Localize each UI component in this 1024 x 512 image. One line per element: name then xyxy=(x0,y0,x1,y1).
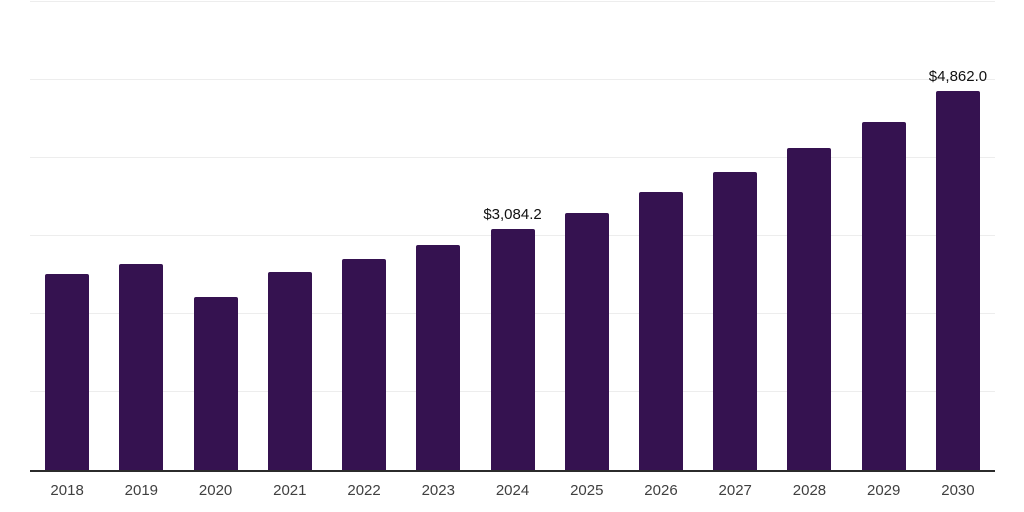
x-tick-2018: 2018 xyxy=(50,482,84,499)
gridline-4000 xyxy=(30,157,995,159)
bar-2024 xyxy=(490,229,535,470)
bar-slot-2025 xyxy=(550,2,624,470)
bar-slot-2024: $3,084.2 xyxy=(475,2,549,470)
bar-2027 xyxy=(713,171,758,470)
plot-area: $3,084.2 $4,862.0 xyxy=(30,1,995,472)
bar-slot-2022 xyxy=(327,2,401,470)
bar-2019 xyxy=(119,263,164,470)
gridline-5000 xyxy=(30,79,995,80)
bar-slot-2023 xyxy=(401,2,475,470)
bar-2018 xyxy=(45,274,90,470)
bar-slot-2030: $4,862.0 xyxy=(921,2,995,470)
x-tick-2020: 2020 xyxy=(198,482,233,499)
bar-2028 xyxy=(787,147,832,470)
bar-2022 xyxy=(342,258,387,470)
value-label-2030: $4,862.0 xyxy=(928,67,988,85)
bar-series: $3,084.2 $4,862.0 xyxy=(30,2,995,470)
bar-2026 xyxy=(638,192,683,470)
x-tick-2030: 2030 xyxy=(941,482,975,499)
bar-slot-2028 xyxy=(772,2,846,470)
bar-2020 xyxy=(193,296,238,470)
x-tick-2019: 2019 xyxy=(124,482,159,499)
bar-slot-2020 xyxy=(178,2,252,470)
bar-slot-2021 xyxy=(253,2,327,470)
bar-2023 xyxy=(416,245,461,470)
x-tick-2021: 2021 xyxy=(273,482,307,499)
x-tick-2027: 2027 xyxy=(718,482,752,499)
x-tick-2028: 2028 xyxy=(792,482,827,499)
bar-slot-2026 xyxy=(624,2,698,470)
bar-2029 xyxy=(861,121,906,470)
bar-2021 xyxy=(267,271,312,470)
x-tick-2029: 2029 xyxy=(867,482,901,499)
bar-slot-2029 xyxy=(847,2,921,470)
value-label-2024: $3,084.2 xyxy=(483,206,542,224)
bar-2030 xyxy=(935,90,980,470)
bar-slot-2019 xyxy=(104,2,178,470)
x-tick-2025: 2025 xyxy=(570,482,604,499)
bar-slot-2018 xyxy=(30,2,104,470)
x-tick-2023: 2023 xyxy=(421,482,455,499)
x-tick-2026: 2026 xyxy=(644,482,678,499)
x-axis-labels: 2018 2019 2020 2021 2022 2023 2024 2025 2026 2027… xyxy=(30,482,995,500)
x-tick-2022: 2022 xyxy=(347,482,381,499)
bar-2025 xyxy=(564,213,609,470)
bar-slot-2027 xyxy=(698,2,772,470)
x-tick-2024: 2024 xyxy=(495,482,530,499)
gridline-6000 xyxy=(30,1,995,2)
